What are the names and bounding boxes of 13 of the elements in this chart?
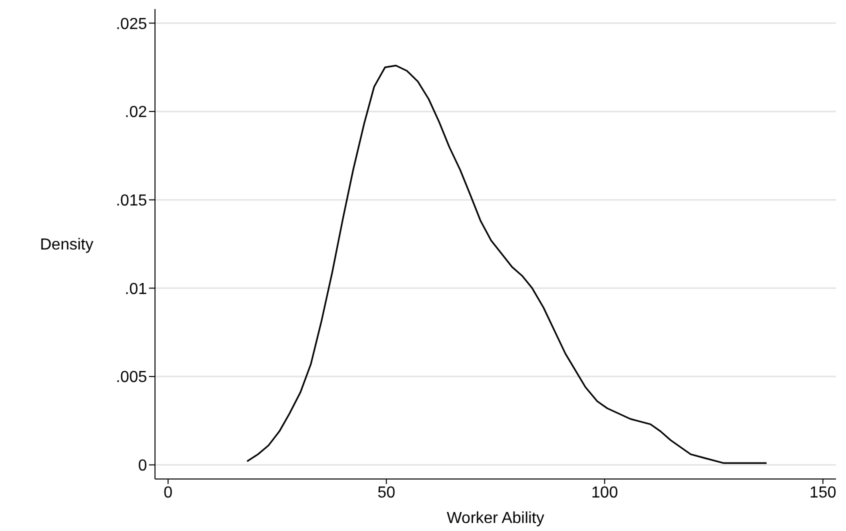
x-axis-title: Worker Ability	[446, 510, 544, 527]
y-tick-label: .025	[116, 16, 148, 33]
y-tick-label: .01	[124, 280, 148, 298]
y-axis-title: Density	[40, 236, 94, 254]
x-tick-label: 100	[591, 484, 618, 502]
line-series	[246, 64, 768, 464]
x-tick-label: 50	[377, 484, 396, 502]
y-tick-label: .015	[116, 192, 148, 210]
y-tick-label: .02	[124, 104, 148, 122]
x-tick-label: 150	[810, 484, 836, 502]
x-tick-label: 0	[164, 484, 173, 502]
y-tick-label: .005	[116, 369, 148, 386]
y-tick-label: 0	[138, 458, 148, 475]
